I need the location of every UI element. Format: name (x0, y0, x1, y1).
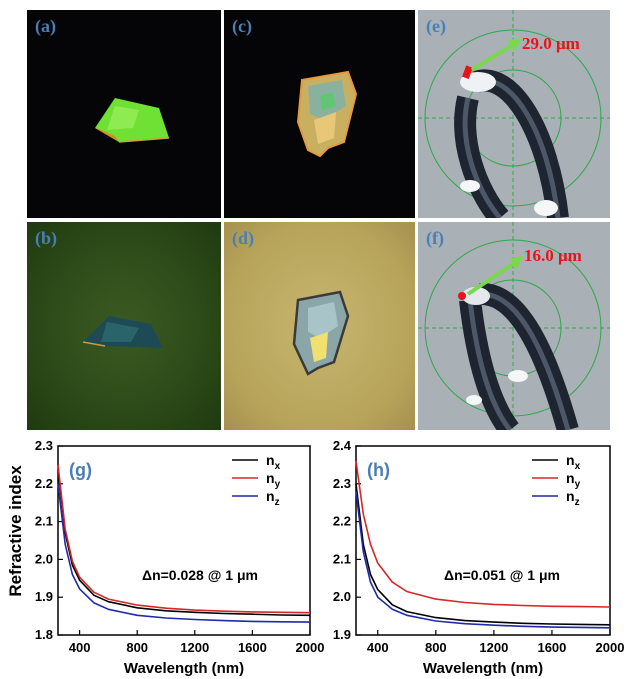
g-ytick-label: 2.2 (35, 476, 53, 491)
g-series-nz (57, 483, 311, 623)
g-xtick-label: 1200 (180, 640, 209, 655)
panel-label-b: (b) (35, 228, 57, 248)
g-legend-label-ny: ny (266, 470, 281, 490)
chart-h-panel-label: (h) (367, 460, 390, 480)
g-ytick-label: 2.0 (35, 551, 53, 566)
h-ytick-label: 2.2 (333, 514, 351, 529)
g-xtick-label: 2000 (296, 640, 325, 655)
h-xtick-label: 2000 (596, 640, 625, 655)
g-xtick-label: 800 (126, 640, 148, 655)
h-legend-label-ny: ny (566, 470, 581, 490)
flake-image-b (82, 316, 163, 348)
chart-g: 1.8 1.9 2.0 2.1 2.2 2.3 400 800 1200 1600 2000 (g… (35, 438, 325, 677)
measurement-label-f: 16.0 μm (524, 246, 582, 265)
g-legend-label-nx: nx (266, 452, 281, 472)
chart-h-annotation: Δn=0.051 @ 1 μm (444, 567, 560, 583)
micrograph-panel-c: (c) (224, 10, 415, 218)
g-legend-label-nz: nz (266, 488, 280, 508)
g-ytick-label: 2.3 (35, 438, 53, 453)
fiber-image-f (418, 222, 610, 430)
h-xtick-label: 1600 (537, 640, 566, 655)
chart-g-frame (57, 445, 311, 636)
h-xtick-label: 1200 (479, 640, 508, 655)
micrograph-panel-d: (d) (224, 222, 415, 430)
flake-image-c (296, 70, 358, 158)
panel-label-a: (a) (35, 16, 56, 36)
refractive-index-charts: Refractive index 1.8 1.9 2.0 2.1 2.2 2.3 400 8… (6, 438, 625, 677)
micrograph-panel-b: (b) (27, 222, 221, 430)
panel-label-f: (f) (426, 228, 444, 248)
micrograph-panel-e: (e) 29.0 μm (418, 10, 610, 218)
micrograph-panel-a: (a) (27, 10, 221, 218)
g-ytick-label: 1.8 (35, 627, 53, 642)
flake-image-a (95, 98, 170, 143)
g-xtick-label: 1600 (238, 640, 267, 655)
panel-label-d: (d) (232, 228, 254, 248)
h-ytick-label: 2.3 (333, 476, 351, 491)
y-axis-title: Refractive index (6, 465, 25, 597)
h-xtick-label: 400 (367, 640, 389, 655)
h-xtick-label: 800 (425, 640, 447, 655)
h-series-ny (355, 460, 611, 608)
h-series-nz (355, 491, 611, 629)
panel-label-e: (e) (426, 16, 446, 36)
chart-g-x-axis-title: Wavelength (nm) (124, 660, 244, 677)
h-series-nx (355, 483, 611, 626)
chart-g-panel-label: (g) (69, 460, 92, 480)
chart-g-annotation: Δn=0.028 @ 1 μm (142, 567, 258, 583)
panel-label-c: (c) (232, 16, 252, 36)
g-xtick-label: 400 (69, 640, 91, 655)
h-legend-label-nx: nx (566, 452, 581, 472)
h-legend-label-nz: nz (566, 488, 580, 508)
measurement-label-e: 29.0 μm (522, 34, 580, 53)
g-series-ny (57, 464, 311, 614)
micrograph-panel-f: (f) 16.0 μm (418, 222, 610, 430)
fiber-image-e (418, 10, 610, 218)
chart-h-frame (355, 445, 611, 636)
flake-image-d (292, 290, 350, 376)
g-series-nx (57, 468, 311, 617)
g-ytick-label: 2.1 (35, 514, 53, 529)
h-ytick-label: 1.9 (333, 627, 351, 642)
h-ytick-label: 2.4 (333, 438, 352, 453)
g-ytick-label: 1.9 (35, 589, 53, 604)
chart-h: 1.9 2.0 2.1 2.2 2.3 2.4 400 800 1200 1600 2000 (h… (333, 438, 625, 677)
h-ytick-label: 2.1 (333, 551, 351, 566)
h-ytick-label: 2.0 (333, 589, 351, 604)
chart-h-x-axis-title: Wavelength (nm) (423, 660, 543, 677)
